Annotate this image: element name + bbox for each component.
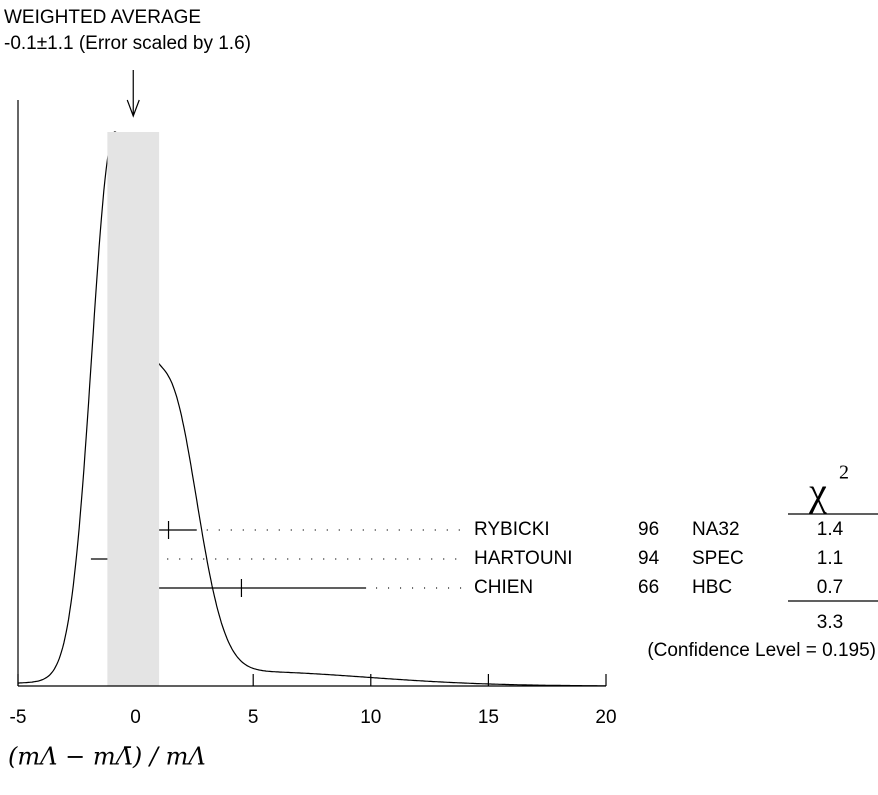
measurement-year: 66	[638, 577, 659, 598]
x-tick-label: 5	[248, 707, 259, 728]
chi2-symbol: χ	[808, 469, 827, 514]
x-axis-label: (mΛ − mΛ̄) / mΛ	[8, 743, 206, 771]
measurement-name: RYBICKI	[474, 519, 550, 540]
confidence-level: (Confidence Level = 0.195)	[647, 640, 876, 661]
x-tick-label: 10	[360, 707, 381, 728]
average-arrow	[126, 70, 140, 118]
x-tick-label: -5	[10, 707, 27, 728]
measurement-year: 96	[638, 519, 659, 540]
chart-subtitle: -0.1±1.1 (Error scaled by 1.6)	[4, 33, 251, 54]
x-tick-label: 0	[130, 707, 141, 728]
measurement-chi2: 1.1	[817, 548, 843, 569]
measurement-experiment: NA32	[692, 519, 740, 540]
ideogram-curve	[17, 131, 606, 687]
measurement-experiment: SPEC	[692, 548, 744, 569]
x-tick-label: 15	[478, 707, 499, 728]
measurement-name: HARTOUNI	[474, 548, 573, 569]
chi2-total: 3.3	[817, 612, 843, 633]
measurement-chi2: 0.7	[817, 577, 843, 598]
measurement-chi2: 1.4	[817, 519, 844, 540]
measurement-year: 94	[638, 548, 660, 569]
average-band	[107, 132, 160, 686]
chi2-exponent: 2	[839, 462, 849, 484]
measurement-experiment: HBC	[692, 577, 732, 598]
x-tick-label: 20	[595, 707, 616, 728]
measurement-name: CHIEN	[474, 577, 533, 598]
chart-title: WEIGHTED AVERAGE	[4, 7, 201, 28]
